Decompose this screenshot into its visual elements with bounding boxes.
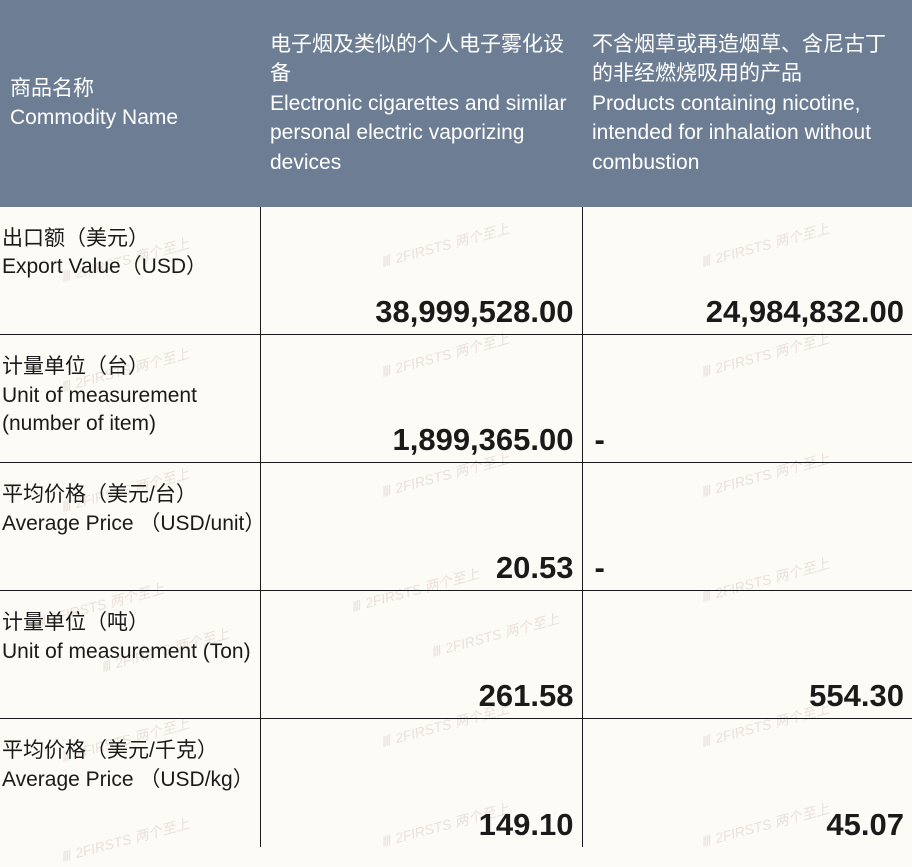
row-label-cn: 平均价格（美元/千克） <box>2 737 260 765</box>
row-value-col1: 1,899,365.00 <box>260 335 582 463</box>
header-ecig: 电子烟及类似的个人电子雾化设备 Electronic cigarettes an… <box>260 0 582 207</box>
row-label: 平均价格（美元/台）Average Price （USD/unit） <box>0 463 260 591</box>
table-row: 计量单位（台）Unit of measurement (number of it… <box>0 335 912 463</box>
row-label-en: Export Value（USD） <box>2 253 260 281</box>
row-label: 出口额（美元） Export Value（USD） <box>0 207 260 335</box>
header-nicotine: 不含烟草或再造烟草、含尼古丁的非经燃烧吸用的产品 Products contai… <box>582 0 912 207</box>
row-value-col2: - <box>582 463 912 591</box>
table-row: 平均价格（美元/台）Average Price （USD/unit）20.53- <box>0 463 912 591</box>
header-col3-cn: 不含烟草或再造烟草、含尼古丁的非经燃烧吸用的产品 <box>592 30 902 89</box>
row-value-col2: 45.07 <box>582 719 912 847</box>
row-value-col1: 20.53 <box>260 463 582 591</box>
row-label-cn: 出口额（美元） <box>2 225 260 253</box>
header-row: 商品名称 Commodity Name 电子烟及类似的个人电子雾化设备 Elec… <box>0 0 912 207</box>
header-col2-en: Electronic cigarettes and similar person… <box>270 89 572 177</box>
header-col2-cn: 电子烟及类似的个人电子雾化设备 <box>270 30 572 89</box>
row-label-cn: 计量单位（台） <box>2 353 260 381</box>
table-body: 出口额（美元） Export Value（USD）38,999,528.0024… <box>0 207 912 847</box>
row-label-en: Average Price （USD/unit） <box>2 510 260 538</box>
row-label: 计量单位（吨）Unit of measurement (Ton) <box>0 591 260 719</box>
table-row: 计量单位（吨）Unit of measurement (Ton)261.5855… <box>0 591 912 719</box>
row-value-col2: 24,984,832.00 <box>582 207 912 335</box>
row-value-col2: - <box>582 335 912 463</box>
row-label-en: Average Price （USD/kg） <box>2 766 260 794</box>
row-label: 平均价格（美元/千克）Average Price （USD/kg） <box>0 719 260 847</box>
table-row: 平均价格（美元/千克）Average Price （USD/kg）149.104… <box>0 719 912 847</box>
row-label-cn: 计量单位（吨） <box>2 609 260 637</box>
header-col3-en: Products containing nicotine, intended f… <box>592 89 902 177</box>
header-col1-cn: 商品名称 <box>10 74 250 103</box>
row-value-col1: 149.10 <box>260 719 582 847</box>
data-table: 商品名称 Commodity Name 电子烟及类似的个人电子雾化设备 Elec… <box>0 0 912 847</box>
row-value-col2: 554.30 <box>582 591 912 719</box>
header-commodity-name: 商品名称 Commodity Name <box>0 0 260 207</box>
row-label: 计量单位（台）Unit of measurement (number of it… <box>0 335 260 463</box>
header-col1-en: Commodity Name <box>10 103 250 132</box>
table-row: 出口额（美元） Export Value（USD）38,999,528.0024… <box>0 207 912 335</box>
row-label-cn: 平均价格（美元/台） <box>2 481 260 509</box>
row-label-en: Unit of measurement (number of item) <box>2 382 260 439</box>
row-value-col1: 38,999,528.00 <box>260 207 582 335</box>
row-label-en: Unit of measurement (Ton) <box>2 638 260 666</box>
row-value-col1: 261.58 <box>260 591 582 719</box>
